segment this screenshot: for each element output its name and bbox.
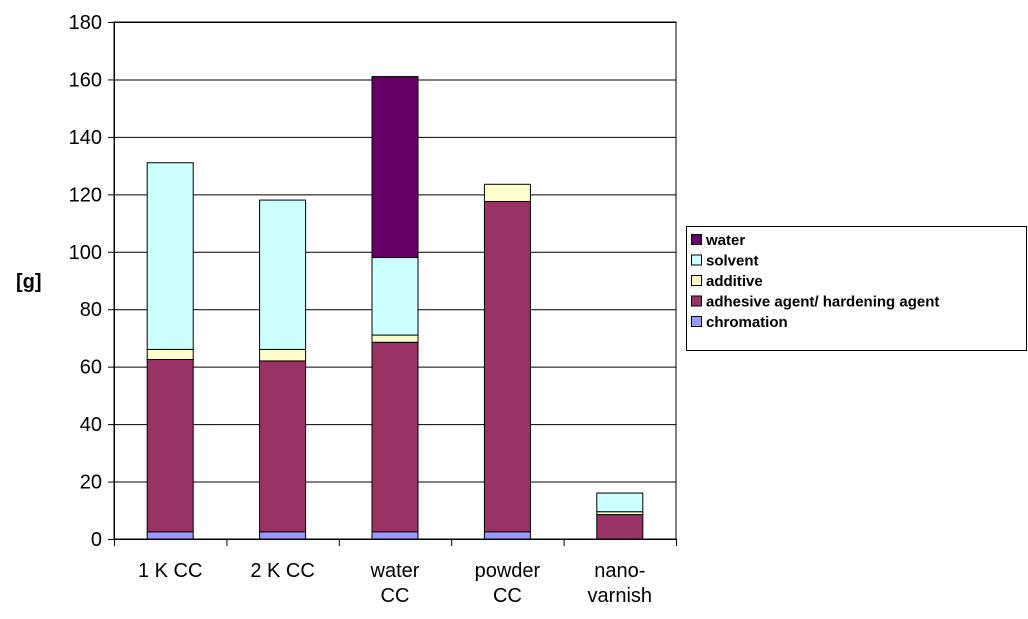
y-tick-label: 40	[80, 414, 102, 436]
x-tick-label: water	[370, 560, 420, 582]
y-tick-label: 0	[91, 529, 102, 551]
bar-segment-solvent	[371, 257, 419, 336]
legend-swatch	[691, 234, 702, 245]
legend-label: chromation	[706, 314, 788, 331]
x-tick-label: nano-	[594, 560, 645, 582]
bar-segment-solvent	[259, 199, 307, 350]
y-tick-label: 180	[69, 12, 102, 34]
y-tick-label: 160	[69, 69, 102, 91]
x-tick-label: varnish	[588, 585, 652, 607]
bar-segment-adhesive-agent-hardening-agent	[371, 341, 419, 533]
legend-box	[686, 226, 1027, 351]
bar-segment-adhesive-agent-hardening-agent	[596, 514, 644, 540]
legend-label: additive	[706, 273, 763, 290]
y-tick-label: 140	[69, 127, 102, 149]
bar-segment-additive	[483, 183, 531, 203]
y-tick-label: 120	[69, 184, 102, 206]
y-tick-label: 60	[80, 357, 102, 379]
y-tick-label: 100	[69, 242, 102, 264]
y-axis-label: [g]	[16, 271, 42, 293]
bar-segment-additive	[259, 348, 307, 362]
bar-segment-solvent	[146, 162, 194, 350]
bar-segment-chromation	[259, 531, 307, 540]
x-tick-label: 2 K CC	[250, 560, 314, 582]
y-tick-label: 80	[80, 299, 102, 321]
x-tick-label: powder	[475, 560, 541, 582]
legend-label: water	[705, 232, 745, 249]
x-tick-label: CC	[493, 585, 522, 607]
bars	[146, 76, 644, 540]
bar-segment-water	[371, 76, 419, 259]
x-tick-label: CC	[381, 585, 410, 607]
bar-segment-chromation	[371, 531, 419, 540]
bar-segment-chromation	[483, 531, 531, 540]
bar-segment-adhesive-agent-hardening-agent	[483, 201, 531, 533]
bar-segment-additive	[371, 334, 419, 343]
bar-segment-additive	[146, 348, 194, 360]
legend-label: solvent	[706, 253, 759, 270]
legend-label: adhesive agent/ hardening agent	[706, 294, 939, 311]
bar-segment-chromation	[146, 531, 194, 540]
legend-swatch	[691, 316, 702, 327]
legend-swatch	[691, 295, 702, 307]
axes	[108, 22, 677, 546]
legend-swatch	[691, 254, 702, 266]
legend-swatch	[691, 275, 702, 286]
x-tick-label: 1 K CC	[138, 560, 202, 582]
tick-labels: 0 20 40 60 80 100 120 140 160 180 1 K CC 2 K CC wate…	[69, 12, 652, 607]
y-tick-label: 20	[80, 472, 102, 494]
bar-segment-adhesive-agent-hardening-agent	[146, 358, 194, 533]
bar-segment-solvent	[596, 492, 644, 513]
bar-segment-adhesive-agent-hardening-agent	[259, 360, 307, 533]
legend: water solvent additive adhesive agent/ hard…	[686, 226, 1027, 351]
